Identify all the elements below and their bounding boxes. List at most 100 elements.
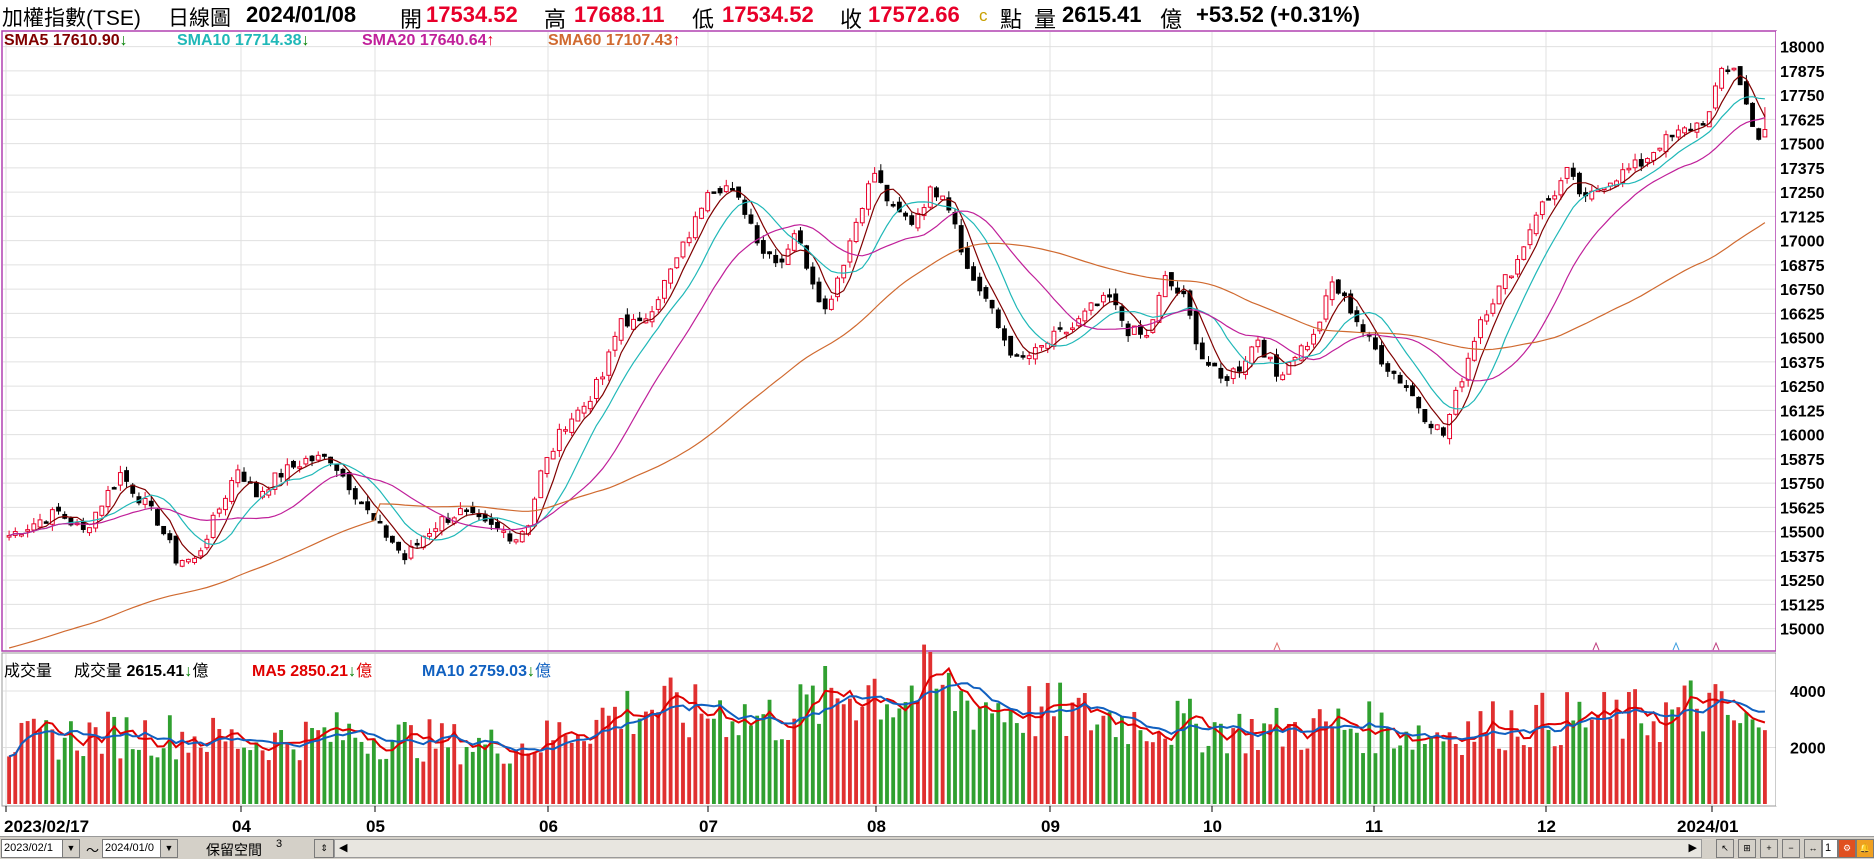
volume-bar: [1762, 730, 1767, 804]
candle-up: [1150, 319, 1156, 333]
candle-down: [155, 509, 160, 526]
horizontal-scrollbar[interactable]: ◀ ▶: [334, 839, 1702, 858]
candle-up: [19, 534, 24, 537]
volume-bar: [520, 743, 525, 804]
volume-bar: [19, 722, 24, 804]
candle-down: [1020, 355, 1026, 358]
candle-up: [1459, 381, 1465, 388]
reserve-space-label: 保留空間: [206, 842, 262, 858]
candle-down: [414, 542, 420, 546]
volume-bar: [613, 706, 617, 804]
volume-bar: [977, 707, 982, 804]
candle-up: [235, 469, 241, 484]
end-date-dropdown-icon[interactable]: ▼: [160, 839, 178, 858]
volume-bar: [1138, 730, 1143, 804]
volume-bar: [538, 752, 543, 804]
candle-down: [309, 455, 315, 462]
candle-up: [581, 405, 587, 414]
end-date-select[interactable]: 2024/01/0: [102, 839, 164, 858]
volume-bar: [1373, 753, 1378, 804]
volume-bar: [996, 703, 1001, 804]
reserve-space-value[interactable]: 3: [276, 838, 283, 850]
volume-bar: [1194, 723, 1199, 804]
candle-down: [1274, 354, 1279, 377]
volume-ma10-line: [8, 682, 1765, 758]
volume-bar: [1262, 723, 1267, 804]
volume-bar: [328, 741, 333, 804]
candle-up: [1063, 331, 1069, 335]
volume-bar: [1033, 736, 1038, 804]
legend-sma60: SMA60 17107.43↑: [548, 32, 681, 50]
minus-tool-icon[interactable]: −: [1782, 839, 1800, 858]
plus-tool-icon[interactable]: +: [1760, 839, 1778, 858]
start-date-dropdown-icon[interactable]: ▼: [62, 839, 80, 858]
scroll-right-icon[interactable]: ▶: [1688, 842, 1697, 854]
volume-bar: [198, 747, 203, 804]
volume-bar: [211, 717, 216, 804]
volume-bar: [606, 715, 611, 804]
start-date-select[interactable]: 2023/02/1: [1, 839, 67, 858]
price-tick-label: 16000: [1780, 428, 1825, 445]
volume-bar: [1750, 719, 1755, 804]
volume-bar: [1571, 720, 1576, 804]
volume-bar: [396, 724, 401, 804]
volume-bar: [384, 758, 389, 804]
candle-down: [779, 258, 785, 263]
volume-bar: [167, 715, 172, 804]
candle-down: [946, 197, 952, 211]
candle-up: [940, 195, 946, 201]
volume-bar: [829, 687, 834, 804]
bottom-toolbar: 2023/02/1 ▼ ～ 2024/01/0 ▼ 保留空間 3 ⇕ ◀ ▶ ↖…: [0, 836, 1874, 859]
volume-bar: [1150, 742, 1155, 804]
volume-bar: [353, 737, 358, 804]
volume-bar: [810, 685, 815, 804]
volume-bar: [749, 725, 753, 804]
candle-down: [328, 456, 333, 464]
pan-tool-icon[interactable]: ↔: [1804, 839, 1822, 858]
candle-up: [847, 240, 853, 263]
legend-vma5-arrow: ↓: [348, 663, 357, 680]
price-tick-label: 17250: [1780, 185, 1825, 202]
price-volume-chart[interactable]: 15000 15125 15250 15375 15500 15625 15750 15875…: [0, 0, 1874, 836]
candle-up: [519, 531, 525, 543]
candle-down: [995, 309, 1001, 329]
volume-bar: [1231, 728, 1236, 804]
candle-down: [1422, 409, 1428, 423]
quote-header: 加權指數(TSE) 日線圖 2024/01/08 開 17534.52 高 17…: [0, 0, 1874, 32]
volume-bar: [1113, 737, 1118, 804]
price-tick-label: 15000: [1780, 622, 1825, 639]
volume-bar: [1107, 712, 1112, 804]
volume-bar: [575, 735, 580, 804]
page-number-field[interactable]: 1: [1822, 839, 1838, 858]
candle-up: [1471, 340, 1477, 361]
legend-sma20: SMA20 17640.64↑: [362, 32, 495, 50]
volume-bar: [137, 749, 141, 804]
ma-line-sma10: [8, 96, 1765, 546]
scroll-left-icon[interactable]: ◀: [339, 842, 348, 854]
volume-bar: [643, 711, 648, 804]
reserve-space-stepper[interactable]: ⇕: [314, 839, 334, 858]
candle-down: [1403, 385, 1409, 388]
candle-down: [291, 460, 296, 468]
volume-bar: [260, 750, 265, 804]
candle-up: [1323, 295, 1329, 320]
volume-bar: [557, 722, 562, 804]
event-marker-icon: [1712, 641, 1720, 651]
candle-up: [1558, 180, 1564, 196]
settings-icon[interactable]: ⚙: [1838, 839, 1856, 858]
volume-bar: [303, 721, 308, 804]
volume-bar: [99, 753, 104, 804]
volume-bar: [483, 744, 488, 804]
volume-bar: [693, 684, 698, 804]
volume-bar: [786, 739, 790, 804]
alert-icon[interactable]: 🔔: [1856, 839, 1874, 858]
volume-bar: [316, 730, 321, 804]
candle-down: [1002, 328, 1007, 341]
zoom-tool-icon[interactable]: ⊞: [1738, 839, 1756, 858]
volume-bar: [841, 704, 846, 804]
select-tool-icon[interactable]: ↖: [1716, 839, 1734, 858]
candle-up: [594, 378, 599, 400]
candle-up: [1731, 67, 1737, 71]
volume-bar: [1268, 724, 1273, 804]
volume-bar: [1688, 680, 1693, 804]
